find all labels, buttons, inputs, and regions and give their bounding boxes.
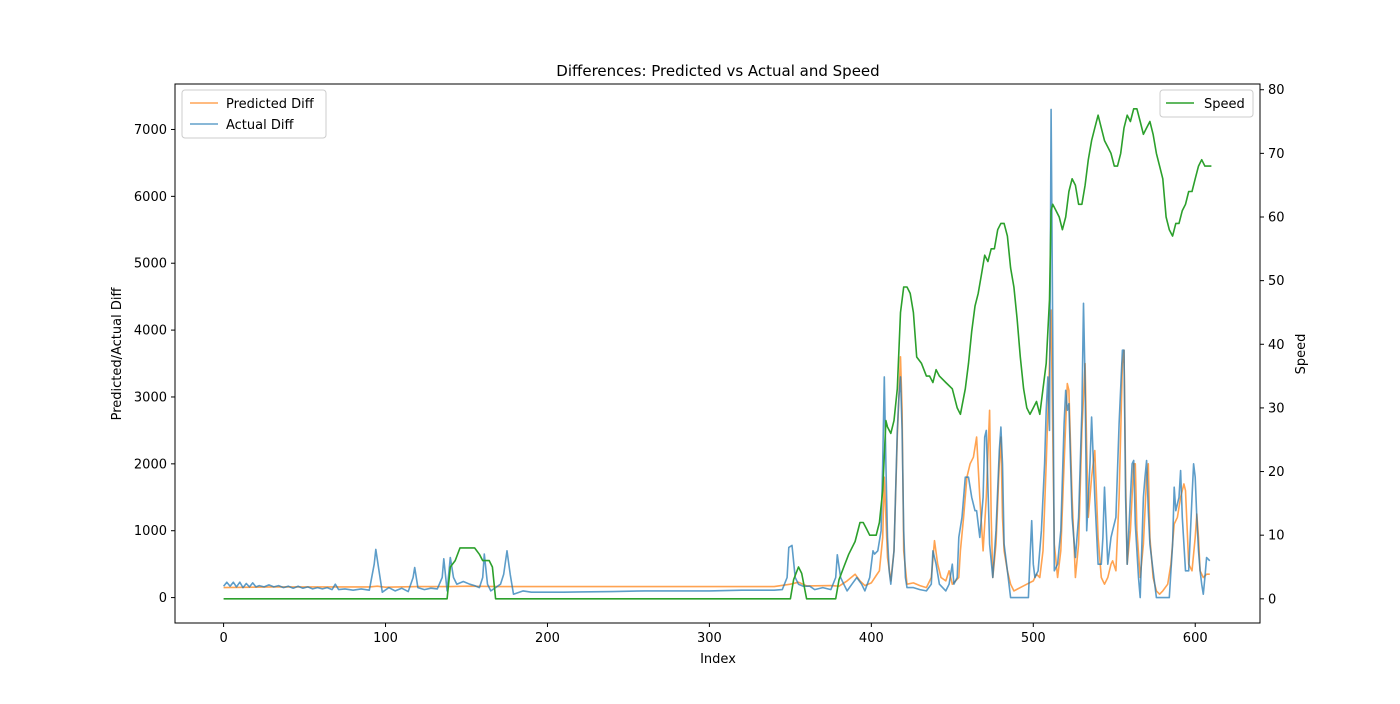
- x-tick-label: 400: [859, 631, 884, 646]
- y-right-tick-label: 40: [1268, 338, 1285, 353]
- y-left-tick-label: 7000: [134, 123, 167, 138]
- x-tick-label: 300: [697, 631, 722, 646]
- y-left-tick-label: 1000: [134, 524, 167, 539]
- x-tick-label: 600: [1183, 631, 1208, 646]
- y-left-tick-label: 4000: [134, 324, 167, 339]
- legend-label-predicted: Predicted Diff: [226, 97, 315, 112]
- x-tick-label: 200: [535, 631, 560, 646]
- y-right-tick-label: 70: [1268, 147, 1285, 162]
- y-right-tick-label: 60: [1268, 211, 1285, 226]
- legend-label-actual: Actual Diff: [226, 118, 294, 133]
- legend-right: Speed: [1159, 89, 1254, 118]
- x-tick-label: 500: [1021, 631, 1046, 646]
- y-right-tick-label: 30: [1268, 401, 1285, 416]
- x-tick-label: 100: [373, 631, 398, 646]
- series-line-predicted-diff: [223, 309, 1210, 595]
- y-right-tick-label: 0: [1268, 592, 1276, 607]
- y-left-tick-label: 3000: [134, 390, 167, 405]
- plot-frame: [174, 83, 1261, 624]
- y-left-tick-label: 5000: [134, 257, 167, 272]
- series-line-actual-diff: [222, 108, 1211, 599]
- series-line-speed: [223, 108, 1212, 600]
- x-axis-label: Index: [700, 652, 736, 667]
- y-right-tick-label: 20: [1268, 465, 1285, 480]
- y-right-axis-label: Speed: [1294, 334, 1309, 375]
- y-right-tick-label: 80: [1268, 83, 1285, 98]
- y-right-tick-label: 10: [1268, 529, 1285, 544]
- chart-title: Differences: Predicted vs Actual and Spe…: [556, 62, 879, 80]
- y-right-tick-label: 50: [1268, 274, 1285, 289]
- legend-left: Predicted Diff Actual Diff: [181, 89, 327, 139]
- x-tick-label: 0: [219, 631, 227, 646]
- y-left-tick-label: 6000: [134, 190, 167, 205]
- y-left-tick-label: 0: [159, 591, 167, 606]
- y-left-axis-label: Predicted/Actual Diff: [110, 287, 125, 421]
- y-left-tick-label: 2000: [134, 457, 167, 472]
- legend-label-speed: Speed: [1204, 97, 1245, 112]
